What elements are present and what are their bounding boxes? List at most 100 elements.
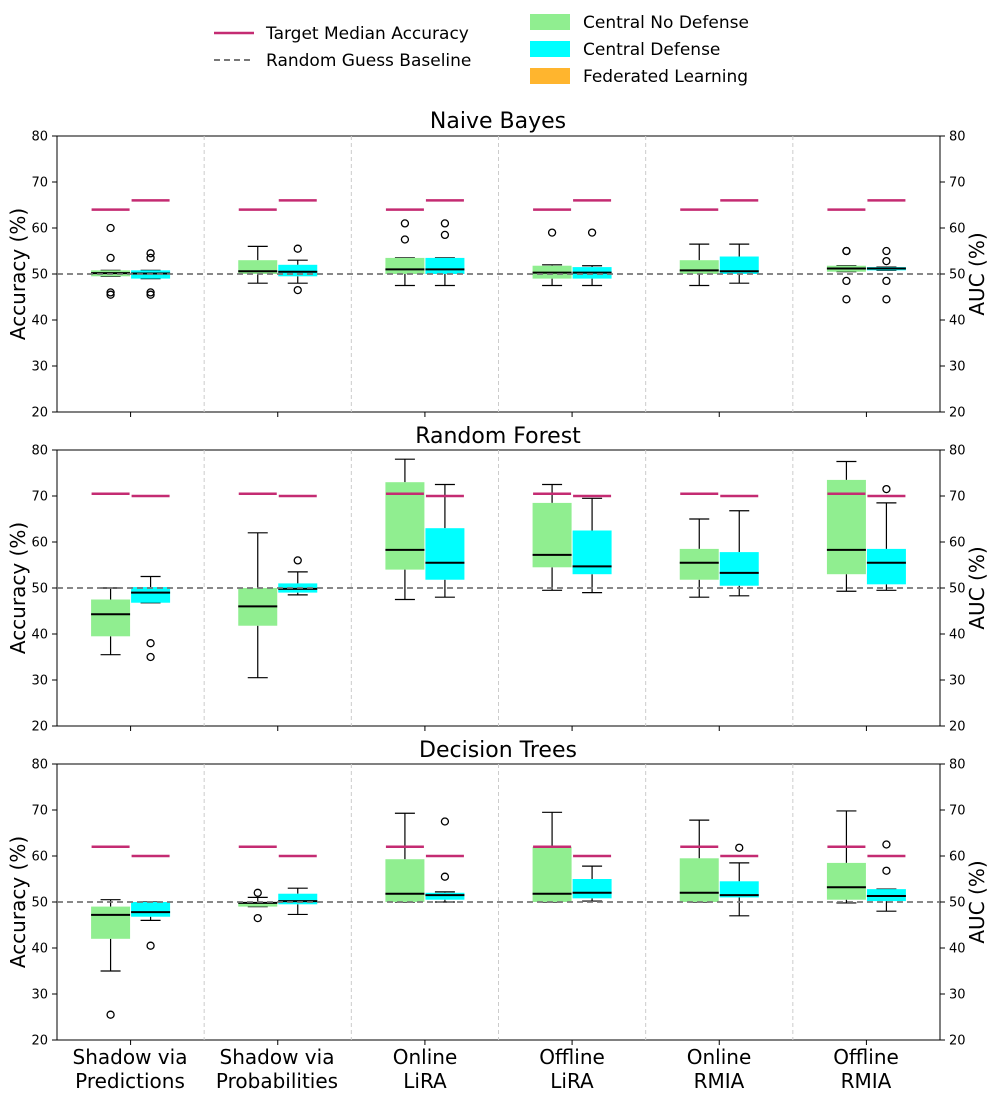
- y-tick-label-right: 60: [949, 222, 966, 237]
- box-central-no-defense: [532, 228, 572, 287]
- outlier-point: [882, 256, 891, 266]
- x-category-labels: Shadow via Predictions Shadow via Probab…: [73, 1045, 899, 1093]
- box-iqr: [425, 892, 465, 900]
- box-iqr: [385, 257, 425, 274]
- legend-federated-label: Federated Learning: [583, 67, 748, 87]
- y-tick-label-right: 20: [949, 1034, 966, 1049]
- y-tick-label-right: 30: [949, 360, 966, 375]
- box-central-defense: [131, 575, 171, 662]
- outlier-point: [253, 888, 262, 897]
- category-label: LiRA: [550, 1069, 594, 1093]
- legend-no-defense-swatch: [530, 14, 570, 30]
- y-tick-label-right: 60: [949, 536, 966, 551]
- box-central-defense: [131, 901, 171, 950]
- outlier-point: [440, 872, 450, 881]
- panel-title: Naive Bayes: [430, 109, 566, 134]
- box-iqr: [238, 902, 278, 907]
- y-tick-label-right: 30: [949, 988, 966, 1003]
- y-tick-label-right: 40: [949, 628, 966, 643]
- outlier-point: [882, 840, 891, 849]
- box-central-no-defense: [385, 812, 425, 903]
- panel-decision-trees: Decision Trees Accuracy (%) AUC (%) 20 20…: [6, 738, 989, 1049]
- box-central-defense: [425, 219, 465, 287]
- box-central-defense: [866, 484, 906, 591]
- outlier-point: [882, 484, 891, 494]
- y-axis-label-right: AUC (%): [965, 860, 989, 943]
- y-tick-label-left: 30: [31, 360, 48, 375]
- box-central-no-defense: [91, 587, 131, 656]
- legend-defense-label: Central Defense: [583, 40, 720, 60]
- y-tick-label-right: 50: [949, 582, 966, 597]
- y-tick-label-left: 20: [31, 406, 48, 421]
- y-tick-label-left: 60: [31, 850, 48, 865]
- outlier-point: [106, 290, 115, 299]
- y-tick-label-right: 50: [949, 268, 966, 283]
- box-central-no-defense: [532, 483, 572, 591]
- box-iqr: [385, 859, 425, 902]
- panel-title: Decision Trees: [419, 738, 577, 763]
- y-tick-label-left: 80: [31, 444, 48, 459]
- y-tick-label-right: 20: [949, 406, 966, 421]
- outlier-point: [842, 276, 851, 286]
- outlier-point: [547, 228, 557, 237]
- y-tick-label-right: 30: [949, 674, 966, 689]
- box-iqr: [532, 502, 572, 568]
- y-tick-label-left: 20: [31, 720, 48, 735]
- legend: Target Median Accuracy Random Guess Base…: [214, 13, 749, 87]
- box-iqr: [385, 482, 425, 570]
- box-central-defense: [572, 497, 612, 594]
- outlier-point: [882, 276, 891, 286]
- outlier-point: [400, 235, 410, 244]
- y-tick-label-left: 80: [31, 758, 48, 773]
- box-iqr: [719, 881, 759, 898]
- box-central-defense: [425, 483, 465, 598]
- legend-no-defense-label: Central No Defense: [583, 13, 749, 33]
- legend-defense-swatch: [530, 41, 570, 57]
- y-tick-label-left: 50: [31, 896, 48, 911]
- box-central-defense: [866, 840, 906, 912]
- category-label: RMIA: [694, 1069, 745, 1093]
- box-central-no-defense: [679, 819, 719, 903]
- y-tick-label-left: 70: [31, 490, 48, 505]
- panel-title: Random Forest: [415, 424, 581, 449]
- box-iqr: [679, 548, 719, 580]
- outlier-point: [440, 817, 450, 826]
- box-central-no-defense: [679, 518, 719, 598]
- box-iqr: [131, 902, 171, 917]
- outlier-point: [146, 249, 155, 258]
- y-tick-label-left: 60: [31, 536, 48, 551]
- outlier-point: [882, 866, 891, 875]
- category-label: Predictions: [75, 1069, 185, 1093]
- box-central-no-defense: [679, 243, 719, 287]
- panel-marks: 20 20 30 30 40 40 50 50 60 60 70 70 80 80: [31, 758, 965, 1049]
- y-tick-label-right: 80: [949, 758, 966, 773]
- box-iqr: [425, 528, 465, 580]
- outlier-point: [146, 941, 155, 950]
- outlier-point: [400, 219, 410, 228]
- box-iqr: [679, 260, 719, 274]
- outlier-point: [882, 246, 891, 256]
- category-label: Online: [393, 1045, 458, 1069]
- y-axis-label-right: AUC (%): [965, 546, 989, 629]
- y-axis-label-left: Accuracy (%): [6, 836, 30, 968]
- box-central-no-defense: [238, 532, 278, 679]
- y-tick-label-left: 60: [31, 222, 48, 237]
- y-tick-label-right: 80: [949, 130, 966, 145]
- y-tick-label-left: 50: [31, 582, 48, 597]
- y-tick-label-left: 20: [31, 1034, 48, 1049]
- y-tick-label-left: 30: [31, 988, 48, 1003]
- category-label: Offline: [539, 1045, 605, 1069]
- outlier-point: [735, 843, 744, 852]
- y-tick-label-right: 20: [949, 720, 966, 735]
- box-central-defense: [572, 865, 612, 902]
- box-central-defense: [719, 243, 759, 284]
- box-central-defense: [278, 887, 318, 916]
- box-iqr: [91, 599, 131, 637]
- outlier-point: [293, 285, 302, 295]
- box-central-no-defense: [91, 899, 131, 1019]
- outlier-point: [146, 639, 155, 648]
- box-central-no-defense: [91, 223, 131, 299]
- y-tick-label-right: 60: [949, 850, 966, 865]
- outlier-point: [146, 652, 155, 662]
